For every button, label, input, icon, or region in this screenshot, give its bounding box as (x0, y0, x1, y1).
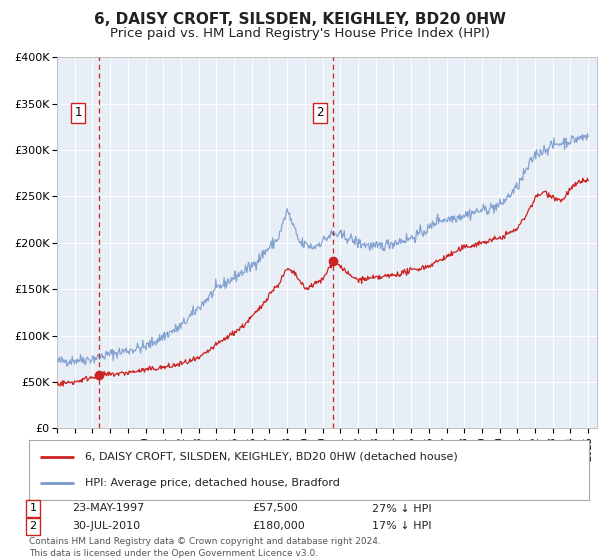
Text: 2: 2 (316, 106, 323, 119)
Text: £57,500: £57,500 (252, 503, 298, 514)
Text: 30-JUL-2010: 30-JUL-2010 (72, 521, 140, 531)
Text: 2: 2 (29, 521, 37, 531)
Text: 6, DAISY CROFT, SILSDEN, KEIGHLEY, BD20 0HW: 6, DAISY CROFT, SILSDEN, KEIGHLEY, BD20 … (94, 12, 506, 27)
Text: 6, DAISY CROFT, SILSDEN, KEIGHLEY, BD20 0HW (detached house): 6, DAISY CROFT, SILSDEN, KEIGHLEY, BD20 … (85, 451, 458, 461)
Text: HPI: Average price, detached house, Bradford: HPI: Average price, detached house, Brad… (85, 478, 340, 488)
Text: 1: 1 (74, 106, 82, 119)
Text: 23-MAY-1997: 23-MAY-1997 (72, 503, 144, 514)
Text: Contains HM Land Registry data © Crown copyright and database right 2024.
This d: Contains HM Land Registry data © Crown c… (29, 537, 380, 558)
Text: £180,000: £180,000 (252, 521, 305, 531)
Text: 1: 1 (29, 503, 37, 514)
Text: Price paid vs. HM Land Registry's House Price Index (HPI): Price paid vs. HM Land Registry's House … (110, 27, 490, 40)
Text: 17% ↓ HPI: 17% ↓ HPI (372, 521, 431, 531)
Text: 27% ↓ HPI: 27% ↓ HPI (372, 503, 431, 514)
